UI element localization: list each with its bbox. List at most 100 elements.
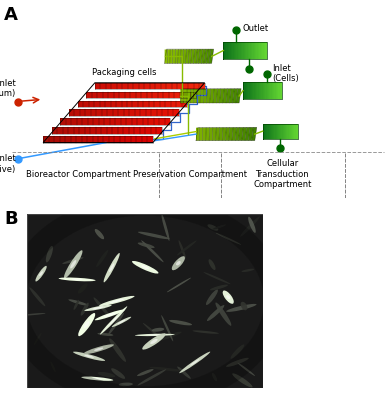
Polygon shape <box>88 118 93 125</box>
Polygon shape <box>146 109 151 116</box>
Polygon shape <box>261 82 263 99</box>
Polygon shape <box>281 124 283 139</box>
Polygon shape <box>188 83 194 89</box>
Polygon shape <box>203 128 206 141</box>
Ellipse shape <box>161 315 173 341</box>
Polygon shape <box>117 83 122 89</box>
Ellipse shape <box>179 352 210 373</box>
Ellipse shape <box>149 367 184 371</box>
Ellipse shape <box>209 259 216 270</box>
Polygon shape <box>267 82 268 99</box>
Ellipse shape <box>110 299 124 303</box>
Polygon shape <box>248 42 249 59</box>
Polygon shape <box>150 83 155 89</box>
Polygon shape <box>49 136 54 143</box>
Ellipse shape <box>112 317 131 327</box>
Text: Inlet
(Medium): Inlet (Medium) <box>0 79 16 98</box>
Polygon shape <box>278 82 279 99</box>
Polygon shape <box>121 118 126 125</box>
Polygon shape <box>258 42 260 59</box>
Ellipse shape <box>142 333 165 350</box>
Ellipse shape <box>33 333 42 346</box>
Polygon shape <box>281 82 282 99</box>
Polygon shape <box>292 124 293 139</box>
Polygon shape <box>60 136 65 143</box>
Polygon shape <box>100 83 106 89</box>
Polygon shape <box>107 109 113 116</box>
Polygon shape <box>151 109 157 116</box>
Polygon shape <box>222 128 227 141</box>
Polygon shape <box>228 42 229 59</box>
Polygon shape <box>251 42 252 59</box>
Polygon shape <box>191 49 194 63</box>
Polygon shape <box>93 118 99 125</box>
Polygon shape <box>230 42 232 59</box>
Ellipse shape <box>64 250 82 278</box>
Polygon shape <box>66 118 71 125</box>
Ellipse shape <box>111 368 125 379</box>
Polygon shape <box>83 101 89 107</box>
Polygon shape <box>260 82 261 99</box>
Ellipse shape <box>248 217 256 233</box>
Polygon shape <box>152 91 158 98</box>
Polygon shape <box>142 136 147 143</box>
Polygon shape <box>201 49 205 63</box>
Polygon shape <box>89 101 94 107</box>
Text: Bioreactor Compartment: Bioreactor Compartment <box>26 170 131 179</box>
Ellipse shape <box>84 355 94 358</box>
Polygon shape <box>85 109 91 116</box>
Text: A: A <box>4 6 18 24</box>
Polygon shape <box>136 91 141 98</box>
Polygon shape <box>140 128 145 133</box>
Polygon shape <box>180 89 184 103</box>
Ellipse shape <box>137 369 154 376</box>
Polygon shape <box>100 101 105 107</box>
Polygon shape <box>269 124 270 139</box>
Polygon shape <box>157 109 162 116</box>
Polygon shape <box>232 89 238 103</box>
Polygon shape <box>68 128 74 133</box>
Polygon shape <box>251 82 252 99</box>
Polygon shape <box>196 49 200 63</box>
Polygon shape <box>209 128 213 141</box>
Polygon shape <box>172 50 176 63</box>
Ellipse shape <box>216 303 231 326</box>
Polygon shape <box>93 136 98 143</box>
Ellipse shape <box>108 313 124 335</box>
Polygon shape <box>113 109 118 116</box>
Polygon shape <box>116 101 122 107</box>
Polygon shape <box>264 42 265 59</box>
Polygon shape <box>190 89 194 103</box>
Polygon shape <box>104 118 110 125</box>
Polygon shape <box>242 128 247 141</box>
Polygon shape <box>114 91 119 98</box>
Polygon shape <box>196 128 200 141</box>
Text: Packaging cells: Packaging cells <box>92 68 156 77</box>
Polygon shape <box>264 124 265 139</box>
Polygon shape <box>91 109 96 116</box>
Polygon shape <box>151 128 156 133</box>
Ellipse shape <box>232 373 252 388</box>
Ellipse shape <box>238 363 255 376</box>
Polygon shape <box>273 124 274 139</box>
Polygon shape <box>209 49 214 63</box>
Polygon shape <box>256 42 258 59</box>
Polygon shape <box>270 82 272 99</box>
Ellipse shape <box>96 250 108 267</box>
Polygon shape <box>256 82 258 99</box>
Polygon shape <box>264 82 265 99</box>
Polygon shape <box>174 91 180 98</box>
Ellipse shape <box>78 313 95 336</box>
Polygon shape <box>118 109 124 116</box>
Polygon shape <box>122 83 128 89</box>
Polygon shape <box>77 118 82 125</box>
Polygon shape <box>60 118 66 125</box>
Polygon shape <box>267 124 269 139</box>
Polygon shape <box>165 50 167 63</box>
Polygon shape <box>259 82 260 99</box>
Polygon shape <box>180 50 184 63</box>
Polygon shape <box>193 49 197 63</box>
Polygon shape <box>246 82 247 99</box>
Polygon shape <box>252 82 254 99</box>
Polygon shape <box>197 89 201 103</box>
